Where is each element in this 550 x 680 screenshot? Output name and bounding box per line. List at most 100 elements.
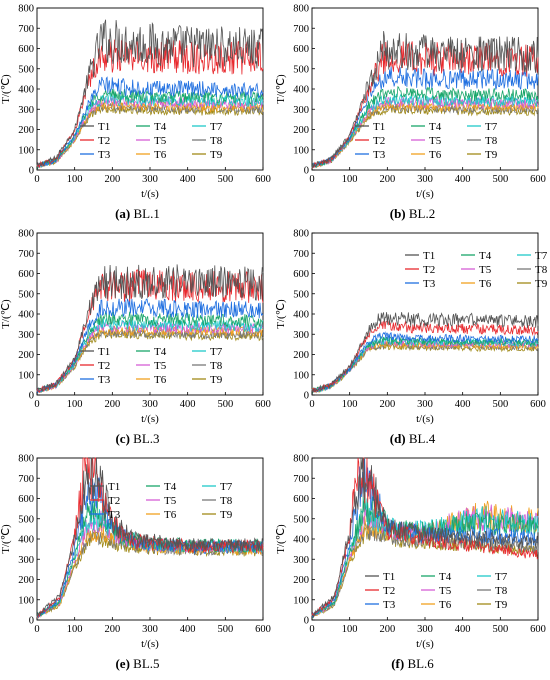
y-tick-label: 200: [293, 125, 309, 136]
x-tick-label: 300: [142, 174, 158, 185]
y-tick-label: 700: [18, 24, 34, 35]
x-tick-label: 200: [104, 624, 120, 635]
x-tick-label: 0: [34, 624, 39, 635]
y-tick-label: 600: [18, 269, 34, 280]
x-tick-label: 500: [492, 399, 508, 410]
y-tick-label: 600: [18, 494, 34, 505]
x-tick-label: 500: [217, 624, 233, 635]
series-line-t5: [36, 320, 264, 393]
y-tick-label: 200: [293, 350, 309, 361]
legend-label-t5: T5: [154, 135, 167, 147]
legend-label-t8: T8: [535, 264, 548, 276]
series-line-t2: [36, 457, 264, 618]
y-tick-label: 400: [293, 310, 309, 321]
x-axis-label: t/(s): [416, 638, 434, 650]
y-tick-label: 300: [18, 105, 34, 116]
x-tick-label: 600: [255, 174, 271, 185]
x-tick-label: 200: [379, 399, 395, 410]
legend-label-t5: T5: [164, 495, 177, 507]
panel-bl6: 0 100 200 300 400 500 600 0 100 200 300 400 500 600 70…: [275, 450, 550, 677]
y-tick-label: 300: [293, 555, 309, 566]
caption-bl4: (d) BL.4: [275, 431, 550, 447]
legend-label-t1: T1: [383, 571, 395, 583]
legend-label-t2: T2: [108, 495, 120, 507]
legend-label-t9: T9: [495, 599, 508, 611]
y-tick-label: 800: [293, 4, 309, 15]
legend-label-t6: T6: [429, 149, 442, 161]
x-tick-label: 400: [455, 174, 471, 185]
series-line-t9: [311, 342, 539, 394]
x-tick-label: 400: [180, 399, 196, 410]
caption-name: BL.1: [133, 206, 160, 221]
x-tick-label: 300: [142, 624, 158, 635]
legend-label-t8: T8: [485, 135, 498, 147]
chart-bl3: 0 100 200 300 400 500 600 0 100 200 300 400 500 600 70…: [0, 229, 271, 426]
legend-label-t8: T8: [210, 360, 223, 372]
x-tick-label: 500: [492, 174, 508, 185]
caption-letter: (e): [115, 656, 130, 671]
y-tick-label: 500: [293, 514, 309, 525]
series-line-t1: [311, 457, 539, 618]
series-line-t3: [36, 298, 264, 394]
legend-label-t7: T7: [210, 346, 223, 358]
caption-bl6: (f) BL.6: [275, 656, 550, 672]
y-tick-label: 400: [293, 85, 309, 96]
chart-bl1: 0 100 200 300 400 500 600 0 100 200 300 400 500 600 70…: [0, 4, 271, 201]
y-tick-label: 500: [293, 289, 309, 300]
y-tick-label: 200: [18, 125, 34, 136]
legend-label-t3: T3: [98, 149, 111, 161]
chart-bl6: 0 100 200 300 400 500 600 0 100 200 300 400 500 600 70…: [275, 454, 546, 651]
x-tick-label: 400: [180, 174, 196, 185]
legend-label-t4: T4: [479, 250, 492, 262]
y-tick-label: 200: [18, 350, 34, 361]
y-tick-label: 700: [293, 24, 309, 35]
y-tick-label: 700: [18, 249, 34, 260]
x-tick-label: 600: [255, 399, 271, 410]
legend-label-t8: T8: [220, 495, 233, 507]
series-line-t1: [36, 457, 264, 618]
y-tick-label: 500: [18, 289, 34, 300]
y-tick-label: 300: [293, 330, 309, 341]
y-tick-label: 400: [18, 310, 34, 321]
legend-label-t1: T1: [423, 250, 435, 262]
panel-bl4: 0 100 200 300 400 500 600 0 100 200 300 400 500 600 70…: [275, 225, 550, 452]
legend-label-t6: T6: [439, 599, 452, 611]
y-axis-label: T/(℃): [275, 299, 287, 329]
y-tick-label: 800: [18, 4, 34, 15]
y-tick-label: 400: [18, 85, 34, 96]
x-tick-label: 300: [417, 624, 433, 635]
x-axis-label: t/(s): [141, 188, 159, 200]
y-tick-label: 300: [18, 330, 34, 341]
y-axis-label: T/(℃): [0, 299, 12, 329]
y-tick-label: 800: [18, 229, 34, 240]
x-tick-label: 500: [492, 624, 508, 635]
x-axis-label: t/(s): [141, 413, 159, 425]
y-tick-label: 100: [18, 370, 34, 381]
legend-label-t8: T8: [210, 135, 223, 147]
panel-bl5: 0 100 200 300 400 500 600 0 100 200 300 400 500 600 70…: [0, 450, 275, 677]
legend-label-t1: T1: [98, 121, 110, 133]
series-line-t2: [311, 319, 539, 393]
series-line-t5: [36, 509, 264, 618]
legend-label-t6: T6: [154, 149, 167, 161]
x-tick-label: 400: [455, 624, 471, 635]
x-tick-label: 600: [530, 624, 546, 635]
chart-bl4: 0 100 200 300 400 500 600 0 100 200 300 400 500 600 70…: [275, 229, 548, 426]
x-tick-label: 200: [104, 174, 120, 185]
legend-label-t2: T2: [373, 135, 385, 147]
y-tick-label: 100: [293, 145, 309, 156]
y-tick-label: 700: [293, 474, 309, 485]
x-tick-label: 100: [67, 624, 83, 635]
legend-label-t8: T8: [495, 585, 508, 597]
legend-label-t5: T5: [429, 135, 442, 147]
series-line-t4: [311, 85, 539, 169]
legend-label-t1: T1: [98, 346, 110, 358]
panel-bl2: 0 100 200 300 400 500 600 0 100 200 300 400 500 600 70…: [275, 0, 550, 227]
series-line-t2: [311, 457, 539, 617]
y-tick-label: 600: [18, 44, 34, 55]
x-tick-label: 100: [342, 399, 358, 410]
legend-label-t4: T4: [429, 121, 442, 133]
x-tick-label: 0: [309, 399, 314, 410]
caption-bl2: (b) BL.2: [275, 206, 550, 222]
